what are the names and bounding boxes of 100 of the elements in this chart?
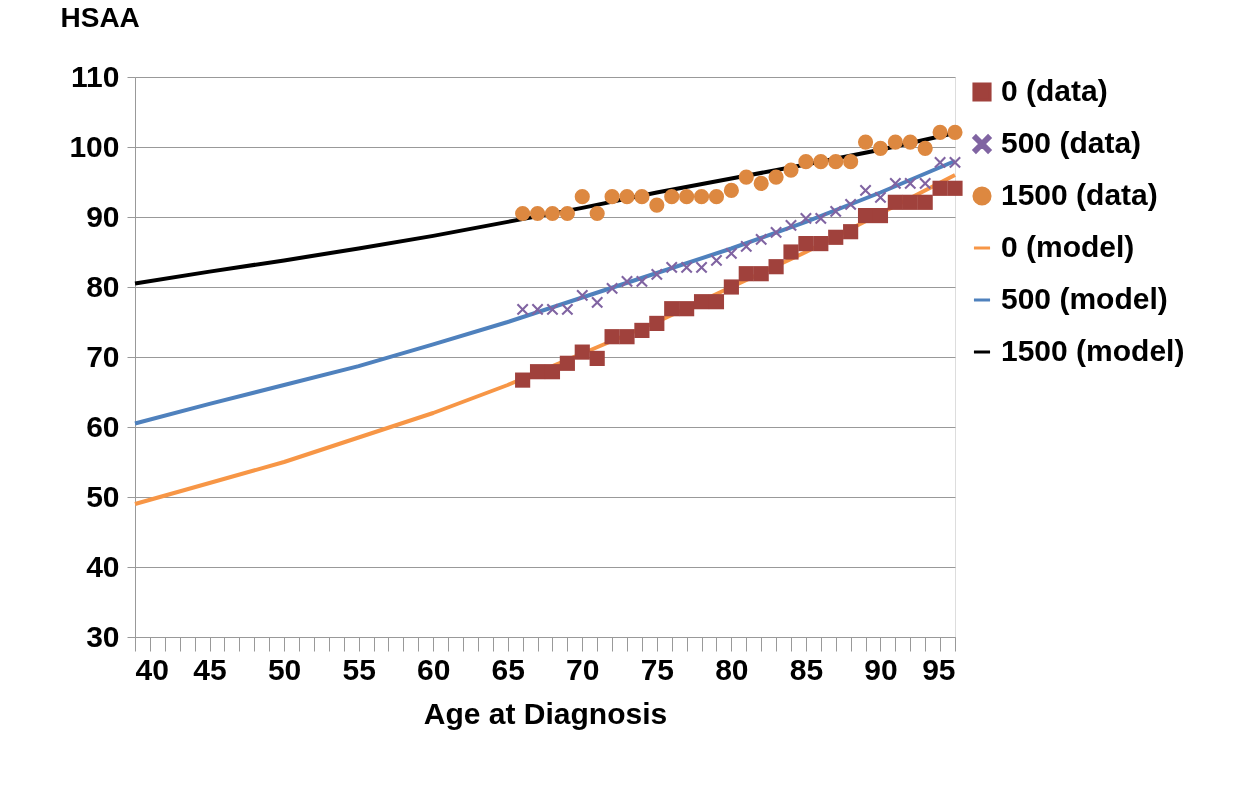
point: [665, 261, 678, 274]
point: [515, 205, 531, 222]
y-tick-label: 70: [86, 339, 120, 373]
legend-label: 1500 (data): [1001, 178, 1158, 211]
point: [723, 182, 739, 198]
point: [529, 364, 546, 380]
point: [664, 189, 680, 205]
point: [828, 229, 844, 245]
point: [932, 180, 948, 196]
point: [814, 212, 827, 225]
y-tick-label: 80: [86, 269, 120, 303]
point: [650, 268, 663, 281]
point: [859, 184, 872, 197]
point: [634, 189, 650, 205]
x-axis-title: Age at Diagnosis: [423, 696, 668, 730]
point: [546, 303, 559, 316]
point: [798, 154, 814, 170]
point: [589, 205, 605, 222]
point: [904, 177, 917, 190]
x-tick-label: 65: [491, 652, 525, 686]
point: [725, 247, 738, 260]
point: [889, 177, 902, 190]
point: [529, 205, 546, 222]
point: [785, 219, 797, 232]
x-tick-label: 55: [342, 652, 376, 686]
point: [740, 240, 753, 253]
point: [753, 175, 769, 191]
point: [872, 208, 889, 224]
x-tick-label: 40: [135, 652, 169, 686]
x-tick-label: 45: [193, 652, 227, 686]
point: [813, 236, 829, 252]
point: [919, 177, 932, 190]
point: [664, 301, 680, 317]
point: [934, 156, 947, 169]
point: [738, 266, 754, 282]
point: [591, 296, 604, 309]
point: [559, 205, 575, 222]
point: [874, 191, 887, 204]
y-tick-label: 30: [86, 619, 120, 653]
legend-label: 0 (data): [1001, 74, 1108, 107]
point: [574, 189, 590, 205]
point: [932, 124, 948, 140]
point: [768, 259, 784, 275]
point: [606, 282, 619, 295]
x-tick-label: 95: [922, 652, 956, 686]
point: [679, 189, 695, 205]
point: [902, 134, 918, 150]
point: [576, 289, 589, 302]
y-tick-label: 110: [71, 59, 120, 93]
point: [770, 226, 783, 239]
point: [619, 189, 635, 205]
point: [857, 134, 874, 150]
point: [649, 315, 665, 331]
y-tick-label: 60: [86, 409, 120, 443]
legend-label: 500 (data): [1001, 126, 1142, 159]
point: [708, 294, 725, 310]
point: [902, 194, 918, 210]
point: [695, 261, 708, 274]
point: [828, 154, 844, 170]
point: [755, 233, 768, 246]
x-tick-label: 90: [864, 652, 898, 686]
point: [680, 261, 693, 274]
point: [679, 301, 695, 317]
y-tick-label: 100: [69, 129, 120, 163]
legend-label: 500 (model): [1001, 282, 1168, 315]
point: [604, 189, 620, 205]
point: [829, 205, 842, 218]
point: [559, 355, 575, 371]
x-tick-label: 50: [267, 652, 302, 686]
point: [723, 279, 739, 295]
point: [708, 189, 725, 205]
point: [783, 162, 799, 178]
point: [783, 244, 799, 260]
x-tick-label: 70: [566, 652, 600, 686]
point: [604, 329, 620, 345]
point: [872, 140, 889, 156]
point: [843, 224, 859, 240]
point: [621, 275, 633, 288]
point: [544, 205, 561, 222]
point: [649, 197, 665, 213]
x-tick-label: 75: [640, 652, 675, 686]
point: [693, 189, 710, 205]
point: [887, 194, 903, 210]
point: [947, 180, 963, 196]
point: [710, 254, 723, 267]
x-tick-label: 85: [789, 652, 824, 686]
legend-label: 0 (model): [1001, 230, 1135, 263]
point: [798, 236, 814, 252]
point: [753, 266, 769, 282]
point: [531, 303, 544, 316]
point: [589, 350, 605, 366]
point: [693, 294, 710, 310]
point: [768, 169, 784, 185]
point: [917, 194, 933, 210]
point: [917, 140, 933, 156]
point: [738, 169, 754, 185]
y-tick-label: 40: [86, 549, 120, 583]
point: [949, 156, 961, 169]
legend-label: 1500 (model): [1001, 334, 1185, 367]
point: [843, 154, 859, 170]
